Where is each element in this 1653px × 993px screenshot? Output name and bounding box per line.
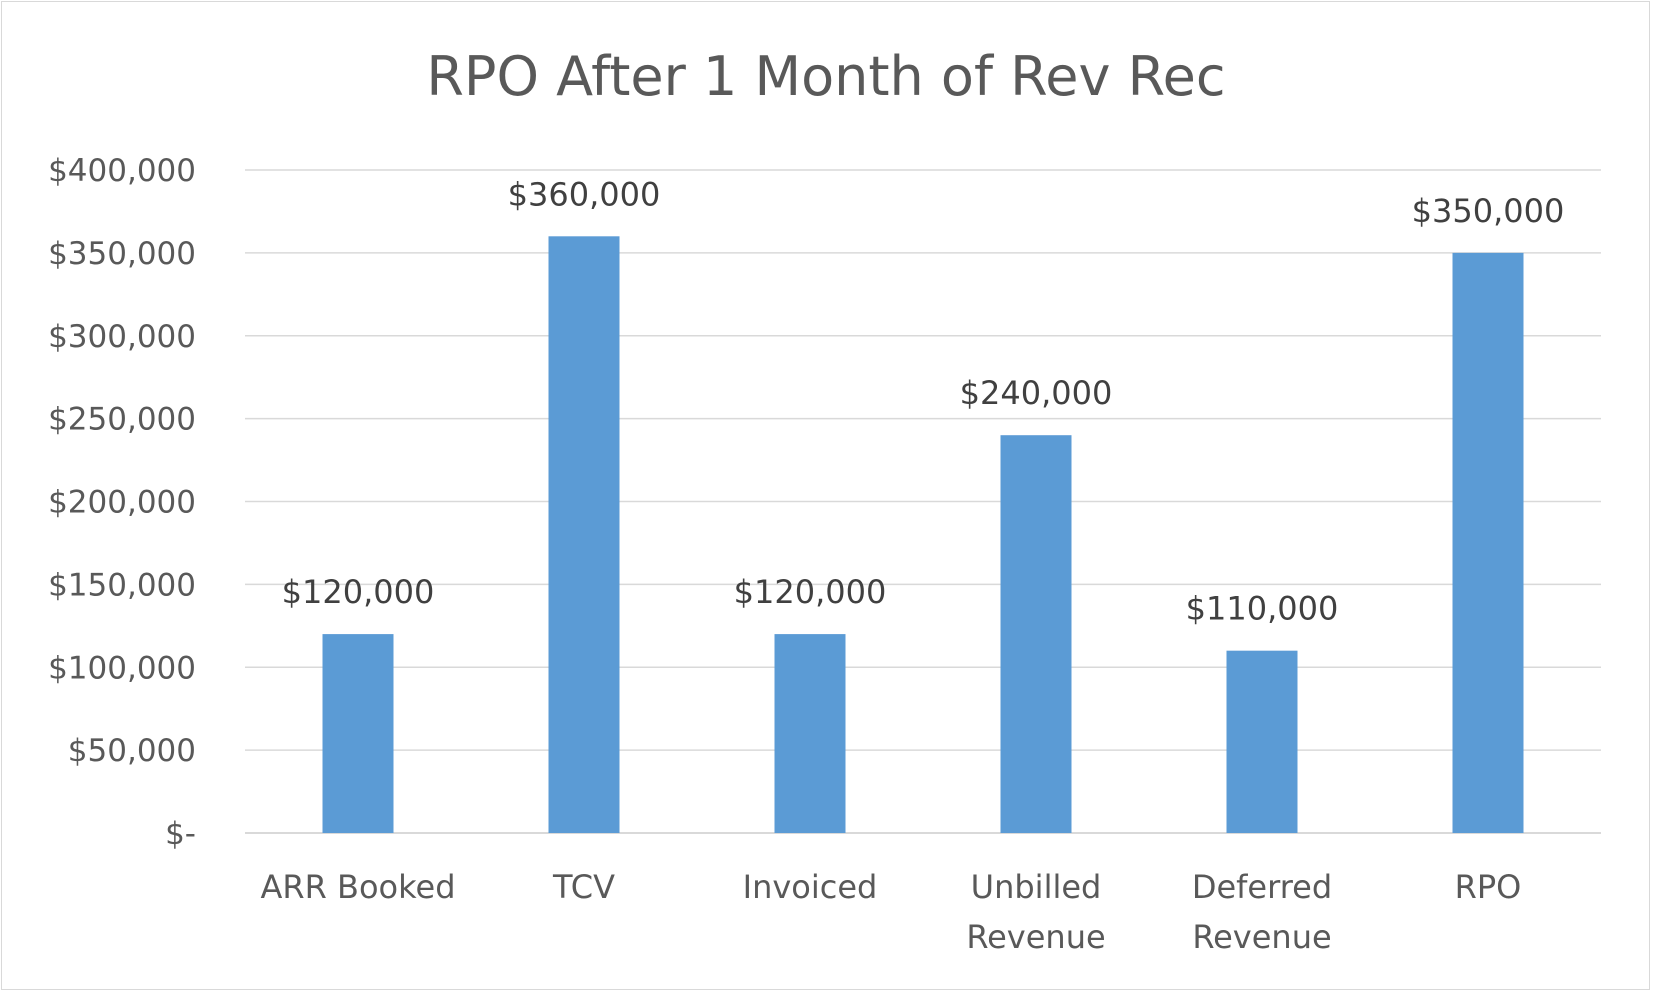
x-tick-label: Invoiced xyxy=(743,868,878,906)
y-axis-ticks: $- $50,000 $100,000 $150,000 $200,000 $250,00… xyxy=(48,153,196,852)
x-tick-label: TCV xyxy=(552,868,615,906)
y-tick-label: $400,000 xyxy=(48,153,196,189)
bar xyxy=(1452,252,1524,833)
bar xyxy=(322,634,394,833)
data-label: $110,000 xyxy=(1186,590,1339,628)
data-label: $120,000 xyxy=(734,573,887,611)
x-tick-label: Deferred Revenue xyxy=(1192,868,1332,956)
data-labels: $120,000 $360,000 $120,000 $240,000 $110,000… xyxy=(282,175,1565,627)
bar xyxy=(774,634,846,833)
bar xyxy=(548,236,620,834)
bar xyxy=(1226,650,1298,833)
bar xyxy=(1000,435,1072,833)
bars xyxy=(322,236,1524,834)
y-tick-label: $- xyxy=(165,816,196,852)
data-label: $350,000 xyxy=(1412,192,1565,230)
y-tick-label: $100,000 xyxy=(48,650,196,686)
data-label: $360,000 xyxy=(508,175,661,213)
y-tick-label: $50,000 xyxy=(68,733,196,769)
data-label: $120,000 xyxy=(282,573,435,611)
chart-title: RPO After 1 Month of Rev Rec xyxy=(426,45,1225,108)
x-tick-label: ARR Booked xyxy=(260,868,455,906)
data-label: $240,000 xyxy=(960,374,1113,412)
gridlines xyxy=(245,169,1601,834)
y-tick-label: $200,000 xyxy=(48,485,196,521)
y-tick-label: $350,000 xyxy=(48,236,196,272)
x-axis-ticks: ARR Booked TCV Invoiced Unbilled Revenue Defe… xyxy=(260,868,1521,956)
y-tick-label: $150,000 xyxy=(48,567,196,603)
y-tick-label: $250,000 xyxy=(48,402,196,438)
y-tick-label: $300,000 xyxy=(48,319,196,355)
x-tick-label: RPO xyxy=(1455,868,1522,906)
x-tick-label: Unbilled Revenue xyxy=(966,868,1105,956)
